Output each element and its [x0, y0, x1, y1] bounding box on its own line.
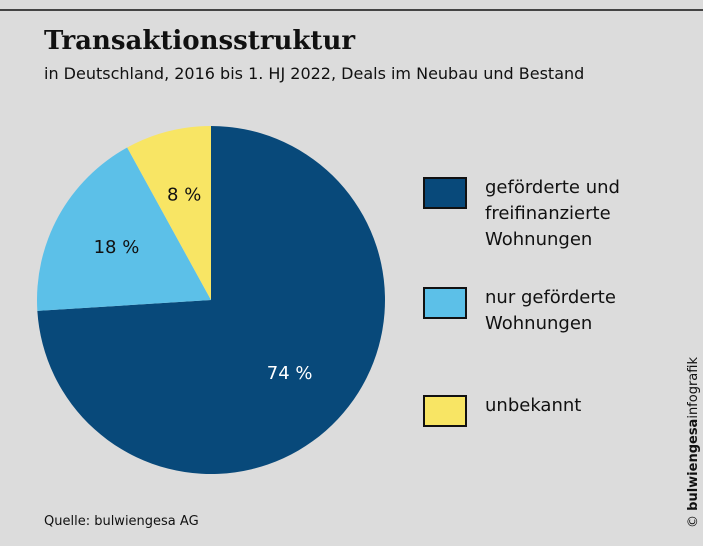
legend-swatch: [423, 395, 467, 427]
legend-item: nur geförderte Wohnungen: [423, 287, 655, 337]
pie-slice: [37, 147, 211, 311]
credit: © bulwiengesainfografik: [686, 357, 701, 528]
chart-title: Transaktionsstruktur: [44, 26, 356, 56]
pie-slice: [37, 126, 385, 474]
source: Quelle: bulwiengesa AG: [44, 514, 199, 529]
slice-label: 8 %: [167, 185, 201, 206]
legend-swatch: [423, 177, 467, 209]
legend-item: unbekannt: [423, 395, 655, 427]
chart-subtitle: in Deutschland, 2016 bis 1. HJ 2022, Dea…: [44, 64, 585, 83]
legend-item: geförderte und freifinanzierte Wohnungen: [423, 177, 655, 253]
legend-swatch: [423, 287, 467, 319]
pie-slice: [127, 126, 211, 300]
legend-label: geförderte und freifinanzierte Wohnungen: [485, 177, 620, 250]
slice-label: 18 %: [94, 237, 140, 258]
credit-brand: bulwiengesa: [686, 418, 701, 511]
slice-label: 74 %: [267, 363, 313, 384]
legend-label: nur geförderte Wohnungen: [485, 287, 616, 334]
credit-suffix: infografik: [686, 357, 701, 419]
credit-symbol: ©: [686, 515, 701, 528]
legend-label: unbekannt: [485, 395, 582, 416]
